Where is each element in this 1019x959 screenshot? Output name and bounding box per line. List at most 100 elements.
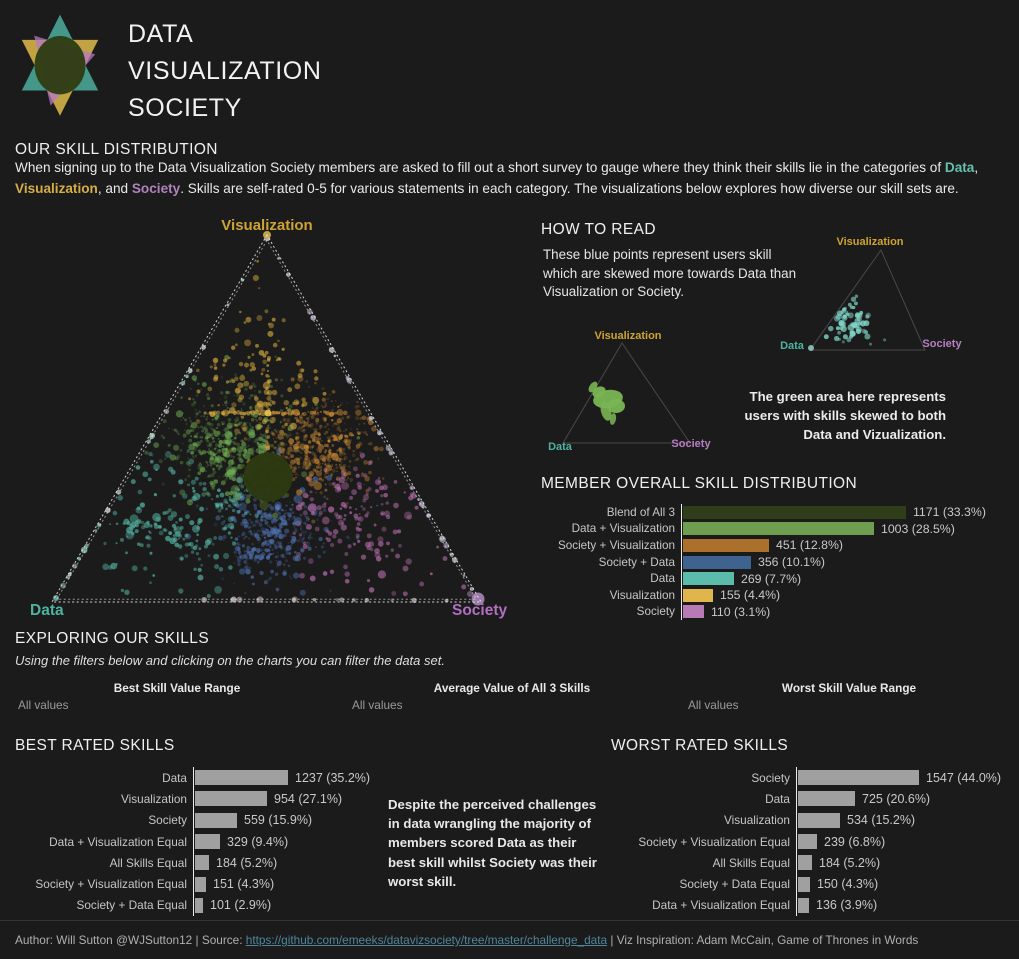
bar-label: Data bbox=[162, 770, 187, 785]
bar-row: Data + Visualization 1003 (28.5%) bbox=[541, 520, 1011, 538]
bar-label: Visualization bbox=[723, 813, 790, 828]
bar-label: All Skills Equal bbox=[109, 855, 187, 870]
bar-row: Society + Visualization Equal 151 (4.3%) bbox=[15, 873, 515, 895]
bar[interactable] bbox=[798, 897, 809, 913]
bar-label: Visualization bbox=[120, 791, 187, 806]
best-rated-bar-chart: Data 1237 (35.2%) Visualization 954 (27.1%)… bbox=[15, 767, 515, 917]
best-rated-title: BEST RATED SKILLS bbox=[15, 737, 175, 754]
bar-value: 155 (4.4%) bbox=[720, 588, 781, 603]
worst-rated-bar-chart: Society 1547 (44.0%) Data 725 (20.6%) Visual… bbox=[530, 767, 1019, 917]
bar-row: Data + Visualization Equal 136 (3.9%) bbox=[530, 894, 1019, 917]
bar-value: 184 (5.2%) bbox=[819, 855, 881, 870]
bar-label: Society bbox=[148, 813, 187, 828]
app-title: DATA VISUALIZATION SOCIETY bbox=[128, 20, 322, 122]
bar-row: Society + Visualization Equal 239 (6.8%) bbox=[530, 830, 1019, 853]
bar[interactable] bbox=[195, 812, 237, 828]
how-to-read-green-note: The green area here represents users wit… bbox=[744, 389, 946, 442]
bar[interactable] bbox=[195, 834, 220, 850]
bar-value: 559 (15.9%) bbox=[244, 813, 313, 828]
bar-row: Society 110 (3.1%) bbox=[541, 603, 1011, 621]
bar-label: Data + Visualization Equal bbox=[652, 898, 790, 913]
mini-blue-points[interactable] bbox=[808, 294, 887, 351]
bar-value: 329 (9.4%) bbox=[227, 834, 289, 849]
bar[interactable] bbox=[195, 791, 267, 807]
mini-green-label-data: Data bbox=[548, 441, 572, 453]
mini-ternary-data-skew-chart[interactable] bbox=[780, 240, 945, 358]
bar[interactable] bbox=[195, 876, 206, 892]
filter-label: Worst Skill Value Range bbox=[781, 681, 917, 695]
bar-value: 110 (3.1%) bbox=[711, 604, 771, 619]
bar-row: Society + Data Equal 150 (4.3%) bbox=[530, 873, 1019, 895]
member-overall-bar-chart: Blend of All 3 1171 (33.3%) Data + Visuali… bbox=[541, 504, 1011, 621]
bar[interactable] bbox=[683, 555, 751, 569]
bar[interactable] bbox=[683, 572, 734, 586]
footer-divider bbox=[0, 920, 1019, 921]
bar[interactable] bbox=[798, 834, 817, 850]
bar[interactable] bbox=[195, 897, 203, 913]
bar-value: 239 (6.8%) bbox=[824, 834, 886, 849]
mini-blue-label-visualization: Visualization bbox=[836, 236, 904, 248]
filter-value-dropdown[interactable]: All values bbox=[352, 698, 403, 712]
ternary-outline bbox=[55, 239, 478, 600]
bar-row: Data 269 (7.7%) bbox=[541, 570, 1011, 587]
bar-label: Society bbox=[636, 605, 675, 619]
bar-value: 725 (20.6%) bbox=[862, 791, 931, 806]
filter-value-dropdown[interactable]: All values bbox=[688, 698, 739, 712]
ternary-label-data: Data bbox=[30, 602, 64, 619]
ternary-scatter-points[interactable] bbox=[53, 231, 485, 606]
ternary-label-society: Society bbox=[452, 602, 508, 619]
bar[interactable] bbox=[195, 855, 209, 871]
exploring-subheading: Using the filters below and clicking on … bbox=[15, 653, 445, 668]
member-distribution-title: MEMBER OVERALL SKILL DISTRIBUTION bbox=[541, 475, 858, 492]
bar[interactable] bbox=[798, 876, 810, 892]
footer-author-text: Author: Will Sutton @WJSutton12 | Source… bbox=[15, 933, 246, 947]
bar-label: Society + Data bbox=[598, 555, 675, 569]
source-link[interactable]: https://github.com/emeeks/datavizsociety… bbox=[245, 933, 608, 947]
footer: Author: Will Sutton @WJSutton12 | Source… bbox=[15, 933, 1015, 947]
bar-value: 1003 (28.5%) bbox=[881, 521, 955, 536]
main-ternary-chart[interactable] bbox=[0, 210, 530, 620]
bar-label: Society + Visualization Equal bbox=[35, 877, 187, 892]
filter-label: Best Skill Value Range bbox=[113, 681, 241, 695]
mini-blue-label-society: Society bbox=[922, 338, 962, 350]
bar-value: 1237 (35.2%) bbox=[295, 770, 371, 785]
bar[interactable] bbox=[195, 770, 288, 786]
intro-heading: OUR SKILL DISTRIBUTION bbox=[15, 141, 218, 158]
intro-text-segment: , and bbox=[97, 181, 132, 196]
bar[interactable] bbox=[798, 770, 919, 786]
bar-value: 151 (4.3%) bbox=[213, 877, 275, 892]
bar-label: Society + Visualization Equal bbox=[638, 834, 790, 849]
mini-green-label-society: Society bbox=[671, 438, 711, 450]
bar-label: Data + Visualization Equal bbox=[49, 834, 187, 849]
bar[interactable] bbox=[683, 522, 874, 536]
bar-value: 269 (7.7%) bbox=[741, 571, 802, 586]
bar[interactable] bbox=[683, 505, 906, 519]
intro-paragraph: When signing up to the Data Visualizatio… bbox=[15, 157, 1013, 199]
bar[interactable] bbox=[683, 605, 704, 619]
worst-rated-title: WORST RATED SKILLS bbox=[611, 737, 789, 754]
bar-row: All Skills Equal 184 (5.2%) bbox=[15, 852, 515, 874]
mini-ternary-outline bbox=[562, 342, 691, 444]
filter-value-dropdown[interactable]: All values bbox=[18, 698, 69, 712]
bar[interactable] bbox=[798, 812, 840, 828]
mini-blue-label-data: Data bbox=[780, 340, 804, 352]
bar-label: Data + Visualization bbox=[571, 522, 675, 536]
bar-value: 954 (27.1%) bbox=[274, 791, 343, 806]
bar-value: 184 (5.2%) bbox=[216, 855, 278, 870]
bar[interactable] bbox=[683, 538, 769, 552]
mini-green-area[interactable] bbox=[587, 380, 625, 425]
bar-label: Data bbox=[765, 791, 790, 806]
bar[interactable] bbox=[798, 791, 855, 807]
bar[interactable] bbox=[683, 588, 713, 602]
bar-label: Data bbox=[650, 572, 675, 586]
mini-ternary-dataviz-area-chart[interactable] bbox=[550, 335, 700, 447]
bar-label: Visualization bbox=[609, 588, 675, 602]
how-to-read-heading: HOW TO READ bbox=[541, 221, 656, 238]
bar-value: 356 (10.1%) bbox=[758, 555, 825, 570]
bar[interactable] bbox=[798, 855, 812, 871]
bar-row: Visualization 155 (4.4%) bbox=[541, 586, 1011, 604]
bar-row: Society 1547 (44.0%) bbox=[530, 767, 1019, 789]
filter-label: Average Value of All 3 Skills bbox=[433, 681, 591, 695]
bar-label: All Skills Equal bbox=[712, 855, 790, 870]
footer-inspiration-text: | Viz Inspiration: Adam McCain, Game of … bbox=[607, 933, 919, 947]
